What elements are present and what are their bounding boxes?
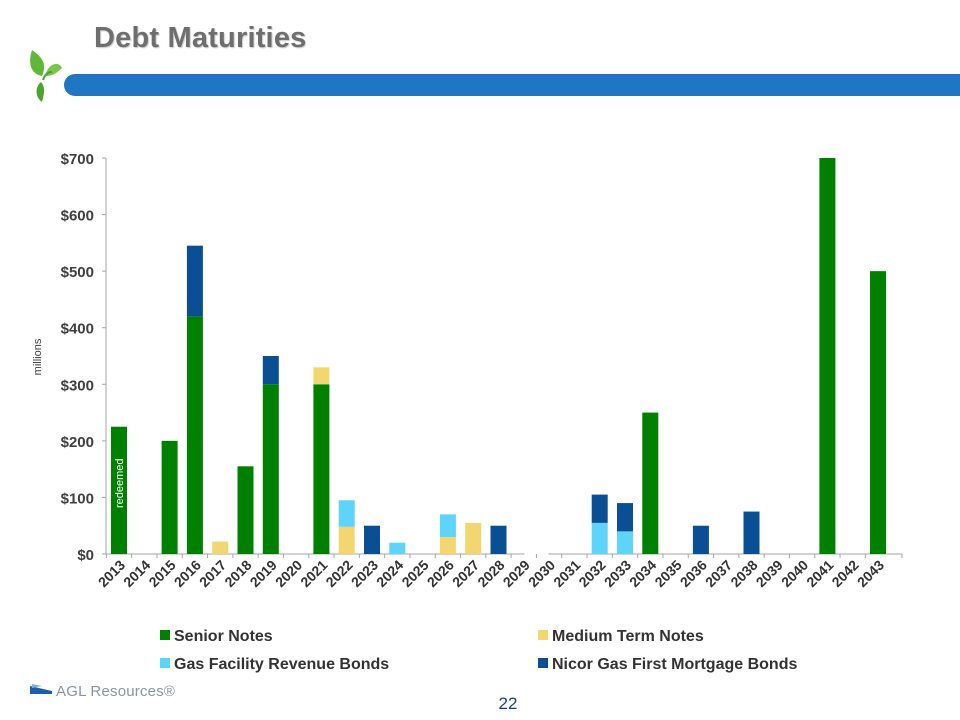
brand-name: AGL Resources® bbox=[56, 683, 176, 700]
bar-gas-facility-revenue-bonds-2024 bbox=[389, 542, 406, 554]
x-tick-label-2036: 2036 bbox=[677, 557, 710, 590]
x-tick-label-2038: 2038 bbox=[727, 557, 760, 590]
bar-senior-notes-2019 bbox=[262, 384, 279, 554]
bar-nicor-gas-first-mortgage-bonds-2016 bbox=[186, 245, 203, 317]
bar-nicor-gas-first-mortgage-bonds-2028 bbox=[490, 525, 507, 554]
x-tick-label-2032: 2032 bbox=[575, 557, 608, 590]
x-tick-label-2024: 2024 bbox=[373, 557, 406, 590]
bar-senior-notes-2015 bbox=[161, 440, 178, 554]
x-tick-label-2019: 2019 bbox=[247, 557, 280, 590]
bar-senior-notes-2043 bbox=[870, 271, 886, 554]
bar-senior-notes-2013 bbox=[111, 426, 127, 554]
x-tick-label-2018: 2018 bbox=[221, 557, 254, 590]
x-tick-label-2039: 2039 bbox=[753, 557, 786, 590]
bar-nicor-gas-first-mortgage-bonds-2033 bbox=[617, 503, 633, 532]
leaf-logo-icon bbox=[30, 50, 62, 102]
bar-nicor-gas-first-mortgage-bonds-2023 bbox=[364, 525, 380, 554]
y-tick-label-700: $700 bbox=[61, 151, 94, 168]
legend-label-medium-term-notes: Medium Term Notes bbox=[552, 628, 704, 645]
bar-nicor-gas-first-mortgage-bonds-2038 bbox=[743, 511, 760, 554]
bar-medium-term-notes-2022 bbox=[338, 526, 355, 554]
x-tick-label-2028: 2028 bbox=[474, 557, 507, 590]
y-tick-label-400: $400 bbox=[61, 321, 94, 338]
x-tick-label-2025: 2025 bbox=[398, 557, 431, 590]
legend-label-senior-notes: Senior Notes bbox=[174, 628, 273, 645]
x-tick-label-2035: 2035 bbox=[651, 557, 684, 590]
x-tick-label-2033: 2033 bbox=[601, 557, 634, 590]
x-tick-label-2021: 2021 bbox=[297, 557, 330, 590]
bar-medium-term-notes-2026 bbox=[439, 537, 456, 554]
x-tick-label-2027: 2027 bbox=[449, 557, 482, 590]
agl-resources-logo-icon bbox=[30, 684, 52, 694]
x-tick-label-2023: 2023 bbox=[348, 557, 381, 590]
chart-legend: Senior Notes Medium Term Notes Gas Facil… bbox=[160, 628, 880, 680]
y-tick-label-300: $300 bbox=[61, 377, 94, 394]
legend-item-senior-notes: Senior Notes bbox=[160, 628, 273, 646]
x-tick-label-2026: 2026 bbox=[424, 557, 457, 590]
bar-medium-term-notes-2027 bbox=[465, 522, 482, 554]
bar-nicor-gas-first-mortgage-bonds-2036 bbox=[692, 525, 709, 554]
x-tick-label-2015: 2015 bbox=[145, 557, 178, 590]
legend-swatch-gas-facility-revenue-bonds bbox=[160, 658, 170, 668]
legend-item-gas-facility-revenue-bonds: Gas Facility Revenue Bonds bbox=[160, 656, 389, 674]
legend-swatch-senior-notes bbox=[160, 630, 170, 640]
x-tick-label-2031: 2031 bbox=[550, 557, 583, 590]
y-tick-label-100: $100 bbox=[61, 490, 94, 507]
annotation-redeemed: redeemed bbox=[114, 458, 126, 508]
slide-title: Debt Maturities bbox=[94, 22, 307, 54]
bar-gas-facility-revenue-bonds-2032 bbox=[591, 522, 608, 554]
bar-gas-facility-revenue-bonds-2026 bbox=[439, 514, 456, 538]
x-tick-label-2041: 2041 bbox=[803, 557, 836, 590]
legend-item-nicor-gas-first-mortgage-bonds: Nicor Gas First Mortgage Bonds bbox=[538, 656, 797, 674]
x-tick-label-2020: 2020 bbox=[272, 557, 305, 590]
x-tick-label-2040: 2040 bbox=[778, 557, 811, 590]
bar-senior-notes-2034 bbox=[642, 412, 659, 554]
y-tick-label-600: $600 bbox=[61, 208, 94, 225]
x-tick-label-2042: 2042 bbox=[828, 557, 861, 590]
x-tick-label-2037: 2037 bbox=[702, 557, 735, 590]
x-tick-label-2017: 2017 bbox=[196, 557, 229, 590]
x-tick-label-2030: 2030 bbox=[525, 557, 558, 590]
bar-gas-facility-revenue-bonds-2033 bbox=[617, 531, 633, 554]
bar-nicor-gas-first-mortgage-bonds-2019 bbox=[262, 356, 279, 385]
bar-nicor-gas-first-mortgage-bonds-2032 bbox=[591, 494, 608, 523]
bar-senior-notes-2021 bbox=[313, 384, 330, 554]
bar-gas-facility-revenue-bonds-2022 bbox=[338, 500, 355, 527]
bar-senior-notes-2016 bbox=[186, 316, 203, 554]
bar-medium-term-notes-2021 bbox=[313, 367, 330, 385]
y-tick-label-0: $0 bbox=[77, 547, 94, 564]
x-tick-label-2014: 2014 bbox=[120, 557, 153, 590]
x-tick-label-2013: 2013 bbox=[95, 557, 128, 590]
bar-medium-term-notes-2017 bbox=[212, 541, 229, 554]
legend-swatch-nicor-gas-first-mortgage-bonds bbox=[538, 658, 548, 668]
legend-label-gas-facility-revenue-bonds: Gas Facility Revenue Bonds bbox=[174, 656, 390, 673]
x-tick-label-2016: 2016 bbox=[171, 557, 204, 590]
bar-senior-notes-2018 bbox=[237, 466, 254, 554]
y-axis-title: millions bbox=[32, 338, 44, 375]
legend-label-nicor-gas-first-mortgage-bonds: Nicor Gas First Mortgage Bonds bbox=[552, 656, 798, 673]
x-tick-label-2029: 2029 bbox=[500, 557, 533, 590]
title-bar bbox=[64, 74, 960, 96]
debt-maturities-chart: $0 $100 $200 $300 $400 $500 $600 $700 millions 20… bbox=[32, 151, 903, 590]
x-tick-label-2034: 2034 bbox=[626, 557, 659, 590]
y-tick-label-500: $500 bbox=[61, 264, 94, 281]
legend-item-medium-term-notes: Medium Term Notes bbox=[538, 628, 704, 646]
legend-swatch-medium-term-notes bbox=[538, 630, 548, 640]
x-tick-label-2022: 2022 bbox=[322, 557, 355, 590]
bar-senior-notes-2041 bbox=[819, 158, 836, 554]
page-number: 22 bbox=[498, 694, 518, 713]
y-tick-label-200: $200 bbox=[61, 434, 94, 451]
x-tick-label-2043: 2043 bbox=[854, 557, 887, 590]
